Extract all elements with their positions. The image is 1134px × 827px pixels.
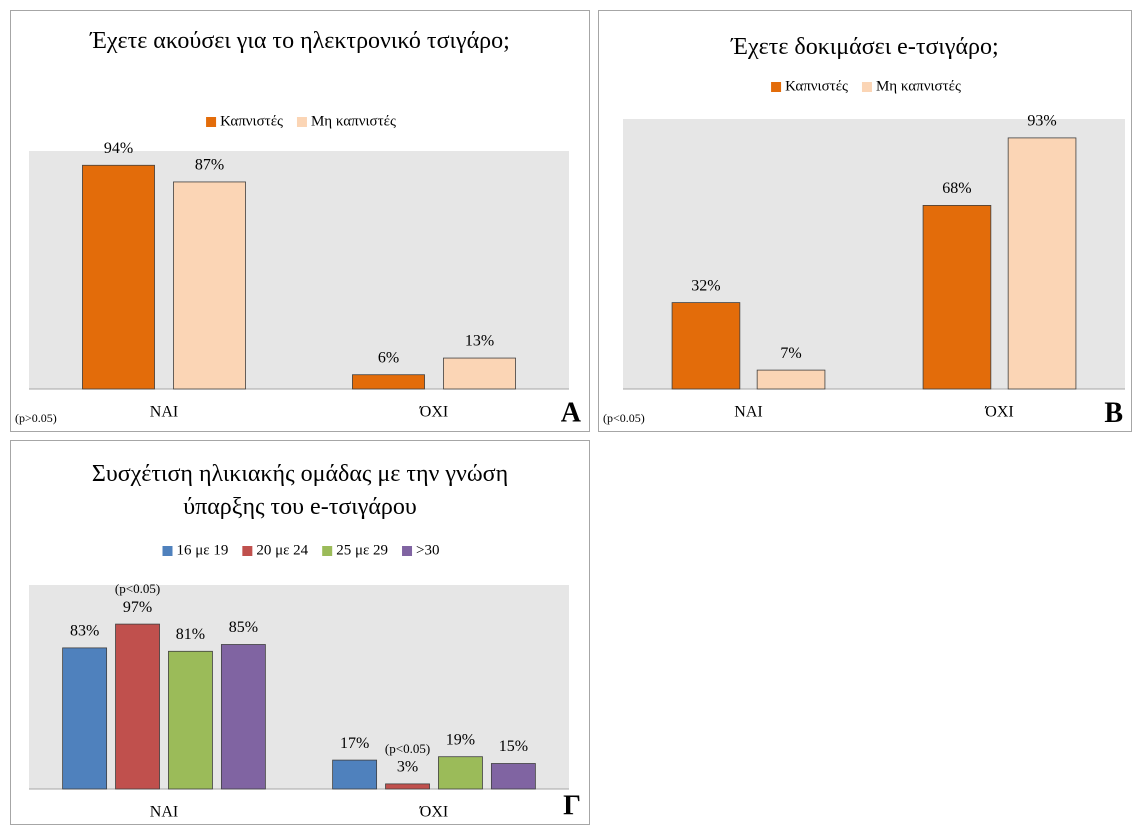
bar	[115, 623, 160, 790]
panel-label: Β	[1104, 397, 1123, 428]
data-label: 17%	[340, 735, 369, 752]
legend-swatch	[206, 117, 217, 127]
data-label: 83%	[70, 623, 99, 640]
data-label: 93%	[1027, 113, 1056, 130]
panel-label: Α	[561, 397, 582, 428]
bar	[671, 302, 741, 390]
x-tick-label: ΝΑΙ	[150, 804, 178, 821]
bar	[438, 756, 483, 790]
bar	[352, 374, 425, 390]
x-tick-label: ΝΑΙ	[734, 404, 762, 421]
bar	[1007, 137, 1077, 390]
chart-title: Έχετε ακούσει για το ηλεκτρονικό τσιγάρο…	[90, 28, 510, 54]
x-tick-label: ΝΑΙ	[150, 404, 178, 421]
chart-title: Συσχέτιση ηλικιακής ομάδας με την γνώση …	[91, 461, 509, 520]
significance-note: (p>0.05)	[15, 411, 57, 425]
legend-label: Καπνιστές	[220, 113, 283, 129]
x-tick-label: ΌΧΙ	[419, 404, 448, 421]
chart-title: Έχετε δοκιμάσει e-τσιγάρο;	[731, 34, 999, 60]
legend-swatch	[322, 546, 333, 556]
legend-label: 20 με 24	[256, 542, 308, 558]
data-label: 94%	[104, 140, 133, 157]
significance-note: (p<0.05)	[603, 411, 645, 425]
data-label: 85%	[229, 619, 258, 636]
chart-panel: Έχετε ακούσει για το ηλεκτρονικό τσιγάρο…	[10, 10, 590, 432]
chart: 16 με 19 20 με 24 25 με 29 >30 ΝΑΙ 83% 97% 81% 8…	[29, 542, 581, 821]
significance-note: (p<0.05)	[385, 741, 430, 756]
data-label: 81%	[176, 626, 205, 643]
bar	[82, 164, 155, 390]
bar	[922, 204, 992, 390]
bar	[173, 181, 246, 390]
legend-swatch	[296, 117, 307, 127]
chart-panel: Συσχέτιση ηλικιακής ομάδας με την γνώση …	[10, 440, 590, 825]
legend-swatch	[402, 546, 413, 556]
data-label: 19%	[446, 731, 475, 748]
data-label: 68%	[942, 180, 971, 197]
legend-swatch	[771, 82, 782, 92]
legend-label: 25 με 29	[336, 542, 388, 558]
data-label: 87%	[195, 157, 224, 174]
data-label: 32%	[691, 277, 720, 294]
legend-label: Μη καπνιστές	[311, 113, 396, 129]
bar	[332, 759, 378, 790]
legend-swatch	[162, 546, 173, 556]
panel-label: Γ	[563, 790, 581, 821]
chart: Καπνιστές Μη καπνιστές ΝΑΙ 94% 87% ΌΧΙ 6% 13% (p…	[15, 113, 582, 428]
data-label: 13%	[465, 333, 494, 350]
legend-swatch	[861, 82, 872, 92]
bar	[168, 650, 213, 790]
bar	[443, 357, 516, 390]
bar	[490, 763, 536, 790]
legend-label: Μη καπνιστές	[876, 78, 961, 94]
chart-panel: Έχετε δοκιμάσει e-τσιγάρο; Καπνιστές Μη κα…	[598, 10, 1132, 432]
bar	[385, 783, 430, 790]
bar	[756, 369, 826, 390]
x-tick-label: ΌΧΙ	[419, 804, 448, 821]
x-tick-label: ΌΧΙ	[984, 404, 1013, 421]
bar	[220, 644, 266, 790]
data-label: 6%	[378, 349, 399, 366]
legend-label: Καπνιστές	[785, 78, 848, 94]
chart: Καπνιστές Μη καπνιστές ΝΑΙ 32% 7% ΌΧΙ 68% 93% (p…	[603, 78, 1125, 428]
bar	[62, 647, 108, 790]
plot-area	[29, 585, 569, 789]
legend-label: >30	[416, 542, 439, 558]
data-label: 97%	[123, 599, 152, 616]
data-label: 7%	[780, 345, 801, 362]
data-label: 3%	[397, 759, 418, 776]
legend-label: 16 με 19	[177, 542, 229, 558]
legend-swatch	[242, 546, 253, 556]
significance-note: (p<0.05)	[115, 581, 160, 596]
data-label: 15%	[499, 738, 528, 755]
